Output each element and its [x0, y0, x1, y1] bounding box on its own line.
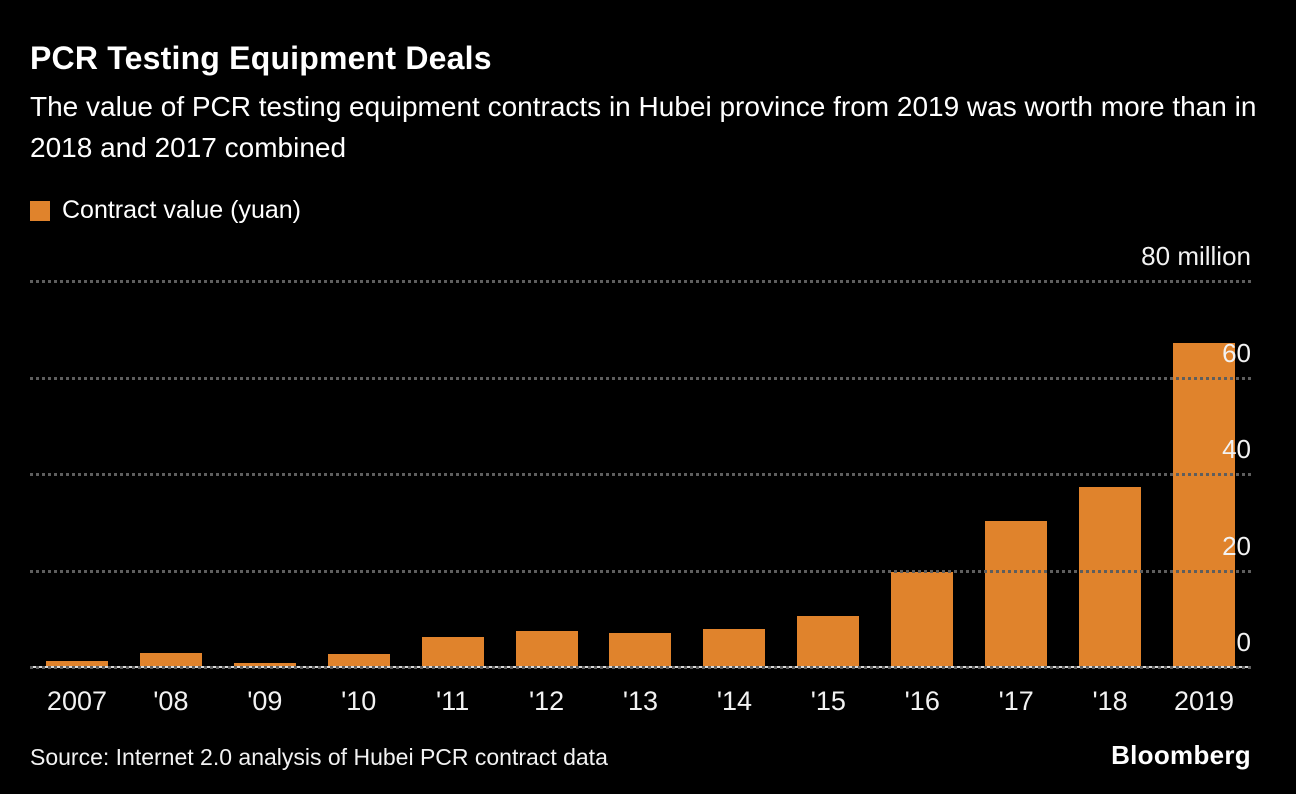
bar-'09 — [233, 662, 296, 666]
bar-slot-'16 — [875, 280, 969, 666]
bar-'12 — [515, 630, 578, 666]
gridline-40 — [30, 473, 1251, 476]
bar-slot-'14 — [687, 280, 781, 666]
bar-slot-'13 — [594, 280, 688, 666]
bar-slot-'12 — [500, 280, 594, 666]
chart-subtitle: The value of PCR testing equipment contr… — [30, 91, 1257, 163]
bar-slot-'11 — [406, 280, 500, 666]
bars-container — [30, 280, 1251, 666]
bar-slot-'10 — [312, 280, 406, 666]
chart-title: PCR Testing Equipment Deals — [30, 40, 492, 76]
gridline-0 — [30, 666, 1251, 669]
bar-'10 — [327, 653, 390, 666]
x-label-'11: '11 — [436, 686, 470, 716]
y-tick-label-40: 40 — [1222, 434, 1251, 464]
x-label-'16: '16 — [904, 686, 940, 716]
x-label-'08: '08 — [153, 686, 189, 716]
x-axis-labels: 2007 '08 '09 '10 '11 '12 '13 '14 '15 '16 '17 '18 201… — [30, 686, 1251, 717]
y-tick-label-20: 20 — [1222, 530, 1251, 561]
x-label-2019: 2019 — [1173, 686, 1235, 716]
bar-slot-'15 — [781, 280, 875, 666]
bar-'11 — [421, 637, 484, 666]
x-label-'10: '10 — [341, 686, 377, 716]
bar-'18 — [1079, 487, 1142, 666]
bar-'13 — [609, 633, 672, 666]
x-label-2007: 2007 — [46, 686, 107, 716]
y-tick-label-80: 80 million — [1141, 241, 1251, 271]
x-label-'09: '09 — [247, 686, 283, 716]
x-label-'17: '17 — [998, 686, 1034, 716]
gridline-60 — [30, 376, 1251, 380]
bar-'14 — [703, 628, 766, 666]
y-tick-label-60: 60 — [1222, 337, 1251, 368]
bar-2007 — [45, 661, 108, 666]
bar-'15 — [797, 615, 860, 666]
legend: Contract value (yuan) — [30, 196, 301, 225]
x-label-'18: '18 — [1092, 686, 1128, 716]
x-label-'13: '13 — [622, 686, 659, 716]
x-label-'14: '14 — [716, 686, 752, 716]
x-label-'12: '12 — [528, 686, 565, 716]
gridline-20 — [30, 569, 1251, 573]
bar-slot-2019 — [1157, 280, 1251, 666]
bar-slot-'17 — [969, 280, 1063, 666]
plot-area: 80 million 60 40 20 0 — [30, 241, 1251, 669]
bar-slot-2007 — [30, 280, 124, 666]
bloomberg-logo: Bloomberg — [1111, 740, 1251, 770]
x-label-'15: '15 — [810, 686, 846, 716]
bar-'17 — [985, 521, 1048, 666]
bar-2019 — [1173, 342, 1236, 666]
bar-slot-'08 — [124, 280, 218, 666]
legend-color-swatch-icon — [30, 200, 50, 221]
bar-'08 — [139, 652, 202, 666]
bar-'16 — [891, 571, 954, 666]
source-note: Source: Internet 2.0 analysis of Hubei P… — [30, 744, 608, 770]
gridline-80 — [30, 280, 1251, 283]
bar-slot-'18 — [1063, 280, 1157, 666]
legend-label: Contract value (yuan) — [62, 196, 302, 224]
bar-slot-'09 — [218, 280, 312, 666]
y-tick-label-0: 0 — [1236, 627, 1251, 657]
